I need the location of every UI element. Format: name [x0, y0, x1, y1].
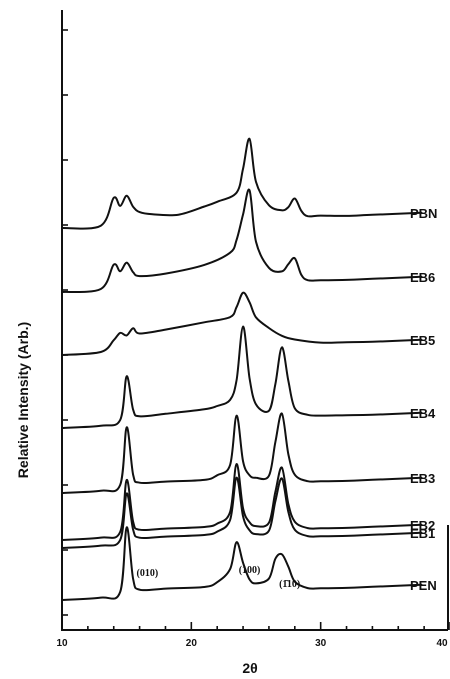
series-label-pen: PEN: [410, 578, 437, 593]
axes: 10 20 30 40: [56, 10, 450, 649]
series-label-eb1: EB1: [410, 526, 435, 541]
axis-frame: [61, 10, 448, 631]
series-label-eb2: EB2: [410, 518, 435, 533]
y-axis-title: Relative Intensity (Arb.): [15, 322, 31, 478]
x-tick-label: 10: [56, 638, 68, 649]
x-tick-label: 40: [436, 638, 448, 649]
x-axis-title: 2θ: [242, 660, 257, 676]
series-line-pbn: [61, 137, 423, 230]
series-line-eb4: [61, 325, 423, 429]
peak-annotation: (1̄10): [279, 579, 300, 590]
peak-annotation: (010): [137, 568, 159, 579]
series-line-eb2: [61, 462, 423, 541]
series-line-pen: [61, 526, 423, 601]
x-tick-label: 30: [315, 638, 327, 649]
series-label-eb5: EB5: [410, 333, 435, 348]
traces: [61, 137, 423, 601]
series-line-eb1: [61, 476, 423, 549]
series-line-eb6: [61, 188, 423, 294]
series-line-eb5: [61, 291, 423, 356]
series-label-eb3: EB3: [410, 471, 435, 486]
peak-annotations: (010) (100) (1̄10): [137, 565, 301, 590]
series-line-eb3: [61, 412, 423, 494]
x-tick-label: 20: [186, 638, 198, 649]
series-label-eb4: EB4: [410, 406, 436, 421]
peak-annotation: (100): [239, 565, 261, 576]
series-label-eb6: EB6: [410, 270, 435, 285]
series-label-pbn: PBN: [410, 206, 437, 221]
